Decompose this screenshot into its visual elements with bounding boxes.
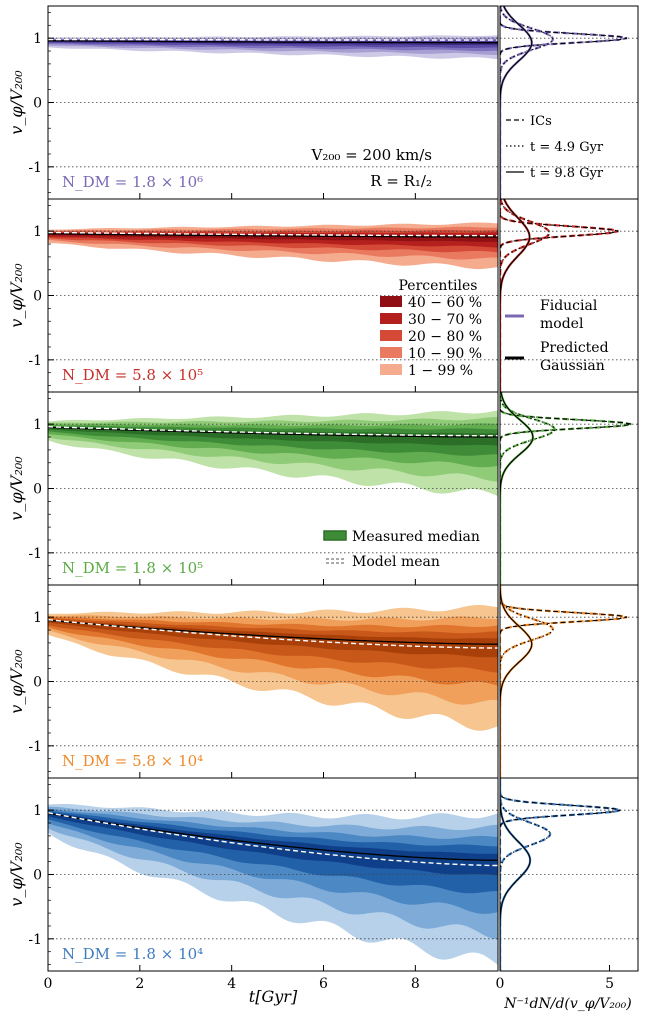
x-axis-label: t[Gyr] <box>249 987 298 1006</box>
median-legend-measured: Measured median <box>352 529 480 545</box>
percentile-swatch-10-90 <box>380 347 402 358</box>
hist-frame <box>499 777 639 972</box>
percentile-bands <box>48 222 498 270</box>
hist-curve-2 <box>500 778 552 971</box>
measured-median-line <box>47 812 498 861</box>
y-tick-label: 0 <box>33 96 42 112</box>
percentile-swatch-20-80 <box>380 330 402 341</box>
y-tick-label: -1 <box>28 160 42 176</box>
panel-2: 1 0 -1 v_φ/V₂₀₀ N_DM = 5.8 × 10⁵ <box>7 198 639 393</box>
percentile-label-1-99: 1 − 99 % <box>408 363 473 379</box>
hist-curve-1 <box>500 778 621 971</box>
hist-x-axis-label: N⁻¹dN/d(v_φ/V₂₀₀) <box>503 996 631 1012</box>
percentile-bands <box>48 804 498 965</box>
hist-curve-2 <box>500 6 554 199</box>
y-tick-label: 0 <box>33 675 42 691</box>
hist-curve-3 <box>500 585 533 778</box>
model-mean-line <box>47 812 498 867</box>
panel-label: N_DM = 5.8 × 10⁴ <box>62 752 203 770</box>
hist-curve-1 <box>500 585 628 778</box>
annotation-radius: R = R₁/₂ <box>370 172 432 190</box>
y-tick-label: 0 <box>33 289 42 305</box>
y-tick-label: -1 <box>28 546 42 562</box>
percentile-bands <box>48 35 498 60</box>
hist-curve-3 <box>500 778 531 971</box>
y-tick-label: 1 <box>33 31 42 47</box>
y-axis-label: v_φ/V₂₀₀ <box>7 842 26 907</box>
y-tick-label: 0 <box>33 482 42 498</box>
panel-label: N_DM = 1.8 × 10⁴ <box>62 945 203 963</box>
model-mean-line <box>48 38 498 41</box>
measured-median-line <box>47 426 498 438</box>
hist-curve-2 <box>500 585 554 778</box>
y-tick-label: 1 <box>33 803 42 819</box>
measured-median-line <box>47 233 498 238</box>
annotation-v200: V₂₀₀ = 200 km/s <box>311 146 432 164</box>
y-axis-label: v_φ/V₂₀₀ <box>7 70 26 135</box>
model-legend-fiducial-2: model <box>540 316 584 332</box>
percentile-label-10-90: 10 − 90 % <box>408 346 482 362</box>
hist-x-tick-label: 5 <box>605 976 614 992</box>
percentile-bands <box>48 410 498 497</box>
model-mean-line <box>48 231 498 237</box>
model-mean-line <box>47 619 498 649</box>
x-tick-label: 4 <box>227 976 236 992</box>
hist-curves <box>500 585 628 778</box>
y-axis-label: v_φ/V₂₀₀ <box>7 263 26 328</box>
panel-3: 1 0 -1 v_φ/V₂₀₀ N_DM = 1.8 × 10⁵ <box>7 391 639 586</box>
model-legend-gaussian-1: Predicted <box>540 340 609 356</box>
percentile-swatch-30-70 <box>380 313 402 324</box>
percentile-legend: Percentiles 40 − 60 % 30 − 70 % 20 − 80 … <box>380 278 482 379</box>
hist-curve-1 <box>500 6 628 199</box>
percentile-bands <box>48 605 498 731</box>
y-tick-label: 1 <box>33 224 42 240</box>
percentile-swatch-40-60 <box>380 296 402 307</box>
hist-curve-1 <box>500 199 619 392</box>
x-tick-label: 0 <box>44 976 53 992</box>
percentile-label-20-80: 20 − 80 % <box>408 329 482 345</box>
time-legend-mid: t = 4.9 Gyr <box>530 140 604 155</box>
y-axis-label: v_φ/V₂₀₀ <box>7 649 26 714</box>
hist-x-tick-label: 0 <box>496 976 505 992</box>
x-tick-label: 6 <box>319 976 328 992</box>
median-legend-model: Model mean <box>352 554 440 570</box>
hist-curve-2 <box>500 199 550 392</box>
measured-median-line <box>47 40 498 44</box>
y-tick-label: 1 <box>33 610 42 626</box>
hist-curves <box>500 392 632 585</box>
percentile-legend-title: Percentiles <box>399 278 478 294</box>
model-mean-line <box>47 426 498 437</box>
panel-label: N_DM = 1.8 × 10⁶ <box>62 173 203 191</box>
y-tick-label: -1 <box>28 932 42 948</box>
y-tick-label: -1 <box>28 353 42 369</box>
time-legend-ics: ICs <box>530 114 552 129</box>
panel-5: 1 0 -1 v_φ/V₂₀₀ N_DM = 1.8 × 10⁴ <box>7 777 639 972</box>
model-legend-fiducial-1: Fiducial <box>540 298 598 314</box>
panel-4: 1 0 -1 v_φ/V₂₀₀ N_DM = 5.8 × 10⁴ <box>7 584 639 779</box>
y-tick-label: 0 <box>33 868 42 884</box>
model-legend: Fiducial model Predicted Gaussian <box>505 298 609 374</box>
hist-curve-1 <box>500 392 632 585</box>
hist-curve-2 <box>500 392 556 585</box>
panel-label: N_DM = 5.8 × 10⁵ <box>62 366 203 384</box>
percentile-label-40-60: 40 − 60 % <box>408 295 482 311</box>
model-legend-gaussian-2: Gaussian <box>540 358 605 374</box>
y-axis-label: v_φ/V₂₀₀ <box>7 456 26 521</box>
percentile-label-30-70: 30 − 70 % <box>408 312 482 328</box>
panel-label: N_DM = 1.8 × 10⁵ <box>62 559 203 577</box>
median-legend-swatch <box>323 530 347 541</box>
median-legend: Measured median Model mean <box>323 529 480 570</box>
y-tick-label: -1 <box>28 739 42 755</box>
percentile-swatch-1-99 <box>380 364 402 375</box>
time-legend-end: t = 9.8 Gyr <box>530 166 604 181</box>
x-tick-label: 8 <box>411 976 420 992</box>
time-legend: ICs t = 4.9 Gyr t = 9.8 Gyr <box>506 114 604 181</box>
y-tick-label: 1 <box>33 417 42 433</box>
x-tick-label: 2 <box>135 976 144 992</box>
panels: 1 0 -1 v_φ/V₂₀₀ N_DM = 1.8 × 10⁶ 1 0 -1 v_φ/V₂₀₀… <box>7 5 639 992</box>
